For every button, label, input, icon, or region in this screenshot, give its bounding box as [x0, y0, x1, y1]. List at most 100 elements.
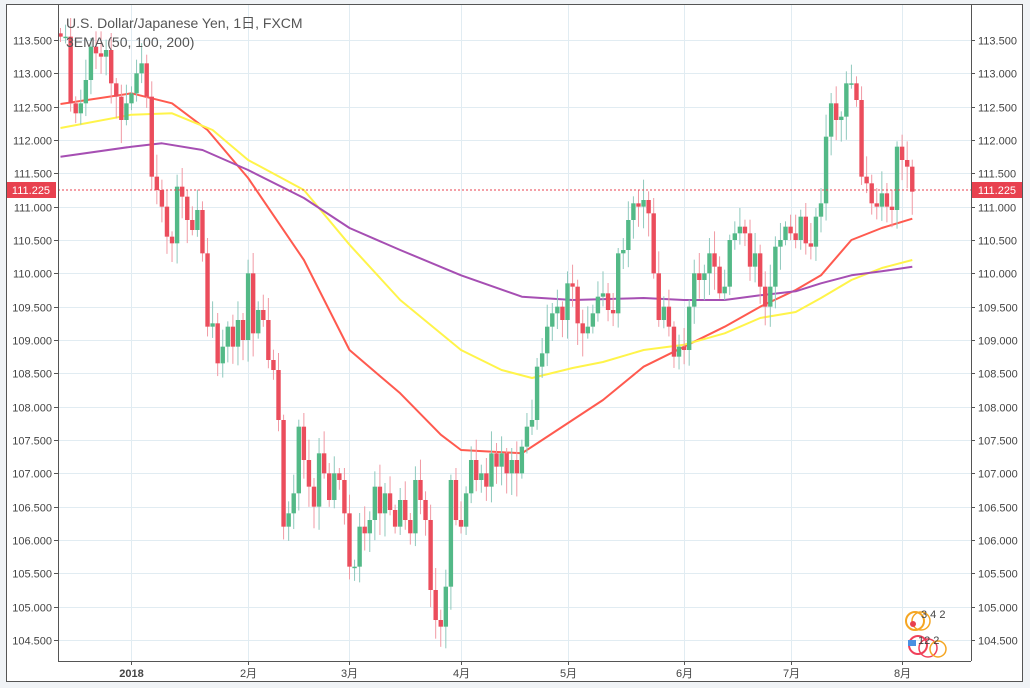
candle-body	[904, 160, 910, 167]
last-price-value: 111.225	[978, 185, 1016, 197]
candle-down	[423, 491, 428, 536]
candle-body	[311, 486, 317, 507]
events-badge-icon[interactable]: 3 4 2 12 2	[905, 609, 947, 658]
candle-up	[539, 338, 545, 378]
price-tick-label-right: 111.000	[978, 203, 1016, 215]
candle-down	[610, 293, 616, 327]
candle-up	[676, 334, 682, 370]
candle-body	[195, 210, 200, 231]
candle-down	[114, 78, 119, 119]
candle-down	[514, 441, 519, 497]
candle-body	[788, 226, 793, 234]
candle-body	[286, 513, 291, 527]
candle-up	[524, 413, 530, 454]
candle-body	[828, 103, 834, 137]
candle-down	[697, 253, 702, 299]
candle-body	[575, 286, 580, 324]
price-tick-label-right: 109.500	[978, 303, 1018, 315]
candle-up	[879, 171, 885, 221]
candle-down	[458, 501, 464, 534]
candle-body	[778, 240, 783, 247]
candle-up	[534, 358, 540, 430]
indicator-legend[interactable]: 3EMA (50, 100, 200)	[66, 34, 195, 50]
candle-body	[484, 473, 489, 487]
candle-body	[570, 283, 575, 287]
candle-up	[463, 486, 469, 535]
candle-up	[590, 304, 596, 334]
candle-body	[98, 53, 104, 57]
candle-body	[722, 286, 727, 294]
candle-body	[555, 306, 560, 314]
candle-body	[717, 266, 722, 294]
candle-down	[68, 17, 73, 112]
price-axis[interactable]: 113.500 113.500 113.000 113.000 112.500 112.5…	[12, 36, 1018, 648]
candle-body	[83, 80, 89, 104]
candle-body	[798, 216, 803, 241]
candle-body	[159, 190, 165, 207]
candle-body	[114, 83, 119, 97]
candle-up	[641, 179, 646, 229]
price-tick-label-left: 112.000	[13, 136, 52, 148]
candle-body	[372, 486, 378, 521]
candle-body	[468, 460, 474, 494]
candle-down	[261, 294, 266, 327]
candle-up	[291, 474, 296, 530]
candle-body	[884, 193, 890, 207]
candle-down	[859, 86, 864, 185]
candle-body	[174, 186, 180, 244]
candle-up	[519, 439, 525, 479]
candle-body	[666, 306, 672, 327]
candle-up	[134, 59, 139, 102]
candle-body	[423, 500, 428, 521]
price-tick-label-left: 106.500	[12, 503, 52, 515]
ema-lines	[60, 92, 913, 455]
candle-up	[839, 111, 844, 142]
candle-down	[200, 201, 205, 262]
candle-down	[428, 504, 433, 608]
time-tick-label: 4月	[453, 668, 470, 680]
candle-body	[661, 306, 667, 321]
candle-up	[844, 71, 849, 140]
candle-body	[185, 196, 190, 221]
candle-body	[261, 310, 266, 321]
candle-up	[63, 24, 68, 44]
candle-body	[600, 293, 606, 297]
candle-body	[808, 243, 814, 247]
price-tick-label-right: 104.500	[978, 636, 1018, 648]
candle-body	[296, 426, 301, 494]
candle-body	[823, 136, 829, 204]
candle-body	[504, 453, 509, 474]
candle-body	[418, 480, 423, 501]
price-tick-label-right: 105.500	[978, 569, 1018, 581]
candle-down	[864, 156, 869, 194]
chart-title: U.S. Dollar/Japanese Yen, 1日, FXCM	[66, 15, 303, 31]
candle-body	[519, 446, 525, 474]
candle-body	[301, 426, 307, 461]
candle-down	[342, 468, 347, 525]
candle-up	[692, 259, 697, 324]
candle-up	[367, 511, 372, 553]
candle-down	[757, 244, 763, 304]
candle-body	[839, 116, 844, 121]
candle-up	[195, 189, 200, 237]
candle-up	[529, 399, 535, 435]
candle-body	[235, 320, 241, 347]
candle-down	[433, 568, 438, 639]
price-tick-label-left: 109.000	[12, 336, 52, 348]
price-tick-label-right: 110.500	[978, 236, 1017, 248]
candle-down	[889, 189, 895, 228]
candle-down	[392, 504, 398, 534]
time-axis[interactable]: 2018 2月 3月 4月 5月 6月 7月 8月	[119, 661, 911, 680]
candle-body	[428, 520, 433, 591]
candle-up	[585, 306, 590, 339]
candle-down	[190, 206, 195, 236]
candle-up	[256, 301, 261, 339]
candle-down	[58, 27, 63, 43]
candle-up	[818, 188, 824, 233]
price-tick-label-right: 110.000	[978, 269, 1017, 281]
candle-body	[712, 253, 717, 267]
price-tick-label-left: 105.000	[12, 603, 52, 615]
candle-up	[316, 438, 322, 530]
candle-body	[347, 513, 352, 567]
